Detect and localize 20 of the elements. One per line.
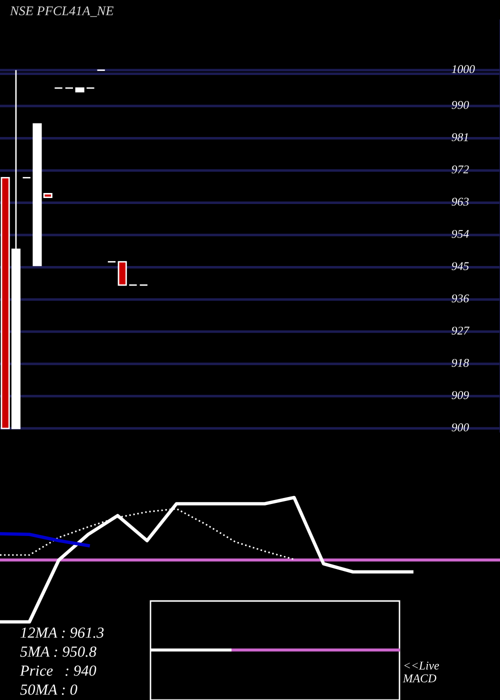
text: 5MA : 950.8 <box>20 646 96 657</box>
candlestick <box>118 261 127 286</box>
y-tick-label: 963 <box>452 198 469 206</box>
y-tick-label: 927 <box>452 326 470 335</box>
text: 12MA : 961.3 <box>20 628 104 638</box>
y-tick-label: 936 <box>452 294 470 302</box>
y-tick-label: 900 <box>452 423 469 432</box>
y-tick-label: 972 <box>452 165 469 174</box>
text: 50MA : 0 <box>20 684 78 695</box>
text: Price : 940 <box>20 666 96 676</box>
y-tick-label: 954 <box>452 230 469 238</box>
y-tick-label: 945 <box>452 262 469 270</box>
y-tick-label: 1000 <box>452 65 475 74</box>
chart-title: NSE PFCL41A_NE <box>10 6 114 17</box>
candlestick <box>75 87 84 92</box>
y-tick-label: 990 <box>452 100 469 109</box>
text: <<Live MACD <box>402 662 439 682</box>
y-tick-label: 918 <box>452 358 469 367</box>
y-tick-label: 981 <box>452 133 468 142</box>
y-tick-label: 909 <box>452 391 469 400</box>
